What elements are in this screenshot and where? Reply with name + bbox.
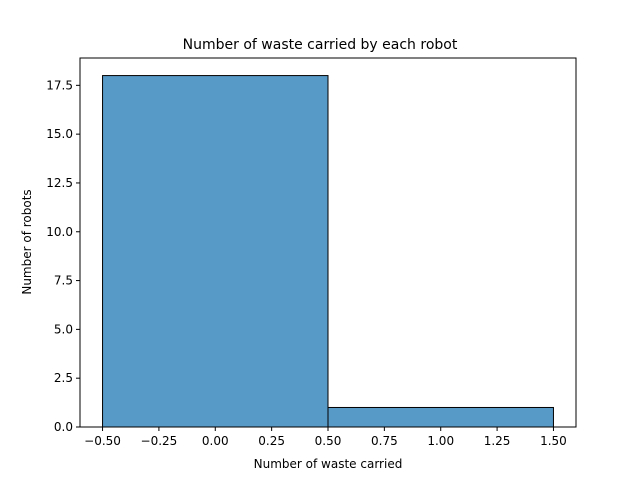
- bars-group: [102, 75, 554, 428]
- y-axis-title: Number of robots: [20, 189, 34, 294]
- x-tick-label: 0.75: [371, 434, 398, 448]
- x-tick-label: 0.25: [258, 434, 285, 448]
- y-tick-label: 17.5: [46, 78, 73, 92]
- y-axis-ticks: 0.0 2.5 5.0 7.5 10.0 12.5 15.0 17.5: [46, 78, 80, 434]
- y-tick-label: 5.0: [54, 322, 73, 336]
- y-tick-label: 2.5: [54, 371, 73, 385]
- x-tick-label: 1.25: [484, 434, 511, 448]
- x-tick-label: 0.00: [202, 434, 229, 448]
- y-tick-label: 15.0: [46, 127, 73, 141]
- x-axis-ticks: −0.50 −0.25 0.00 0.25 0.50 0.75 1.00 1.25 1.50: [84, 427, 567, 448]
- chart-title: Number of waste carried by each robot: [183, 37, 458, 53]
- x-tick-label: 0.50: [315, 434, 342, 448]
- x-tick-label: −0.25: [141, 434, 178, 448]
- y-tick-label: 7.5: [54, 274, 73, 288]
- x-tick-label: 1.00: [427, 434, 454, 448]
- histogram-bar-1: [327, 406, 554, 428]
- x-tick-label: 1.50: [540, 434, 567, 448]
- histogram-bar-0: [102, 75, 329, 428]
- y-tick-label: 10.0: [46, 225, 73, 239]
- plot-frame: [79, 57, 577, 428]
- x-tick-label: −0.50: [84, 434, 121, 448]
- y-tick-label: 0.0: [54, 420, 73, 434]
- x-axis-title: Number of waste carried: [254, 457, 403, 471]
- y-tick-label: 12.5: [46, 176, 73, 190]
